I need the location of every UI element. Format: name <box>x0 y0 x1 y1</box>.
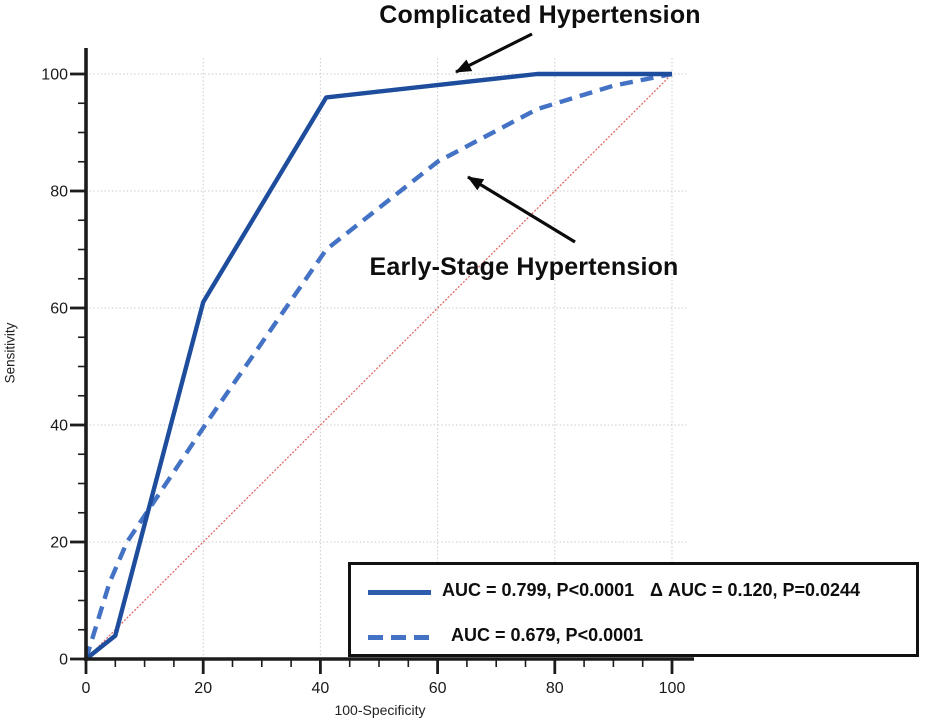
y-tick-label: 100 <box>41 67 68 84</box>
x-tick-label: 60 <box>429 680 447 697</box>
x-tick-label: 0 <box>82 680 91 697</box>
legend-delta-auc: Δ AUC = 0.120, P=0.0244 <box>650 580 861 600</box>
y-tick-label: 0 <box>59 652 68 669</box>
annotation-arrow <box>467 175 576 244</box>
roc-curve-complicated <box>84 71 672 661</box>
x-tick-label: 20 <box>194 680 212 697</box>
x-tick-label: 100 <box>659 680 686 697</box>
legend-box: AUC = 0.799, P<0.0001 Δ AUC = 0.120, P=0… <box>348 562 919 657</box>
legend-dash-segment <box>391 635 406 640</box>
y-tick-label: 80 <box>50 184 68 201</box>
y-axis-title: Sensitivity <box>2 322 18 384</box>
legend-dash-segment <box>368 635 383 640</box>
annotation-arrow <box>455 32 533 74</box>
legend-dashed-line-sample <box>368 635 448 640</box>
legend-dash-segment <box>414 635 429 640</box>
legend-auc-complicated: AUC = 0.799, P<0.0001 <box>442 580 635 600</box>
reference-diagonal-line <box>85 73 673 660</box>
roc-curve-early-stage <box>83 71 673 660</box>
y-tick-label: 20 <box>50 535 68 552</box>
legend-auc-early-stage: AUC = 0.679, P<0.0001 <box>451 625 644 645</box>
annotation-complicated-hypertension: Complicated Hypertension <box>379 1 701 29</box>
annotation-early-stage-hypertension: Early-Stage Hypertension <box>369 253 679 281</box>
legend-solid-line-sample <box>368 590 431 595</box>
y-tick-label: 60 <box>50 301 68 318</box>
x-axis-title: 100-Specificity <box>334 702 426 718</box>
y-tick-label: 40 <box>50 418 68 435</box>
x-tick-label: 80 <box>546 680 564 697</box>
x-tick-label: 40 <box>312 680 330 697</box>
